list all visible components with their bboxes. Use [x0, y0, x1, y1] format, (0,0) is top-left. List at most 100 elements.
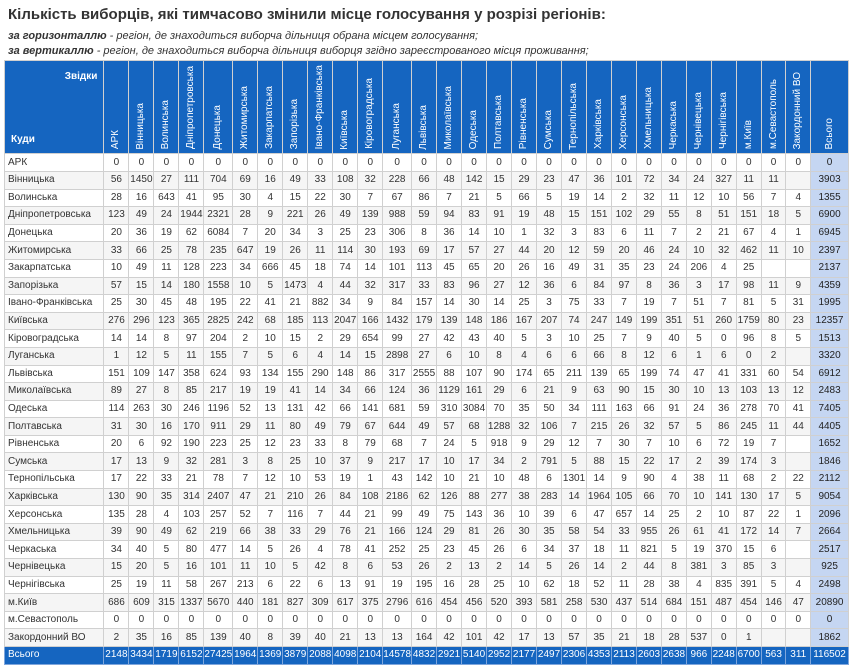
table-cell: 44 — [785, 417, 812, 436]
table-cell: 2148 — [103, 646, 130, 665]
table-row: Черкаська 34 40 5 80 477 14 5 26 4 78 41 252 25 23 45 26… — [3, 540, 849, 560]
table-cell: 32 — [536, 223, 563, 243]
table-cell: 9 — [561, 382, 588, 401]
table-cell: 130 — [103, 487, 130, 507]
table-cell: 283 — [536, 487, 563, 507]
table-cell: 1 — [785, 223, 812, 243]
table-cell: 7 — [357, 188, 384, 208]
column-header: Дніпропетровська — [178, 59, 205, 155]
table-cell: 3 — [710, 558, 737, 577]
table-cell: 1558 — [203, 276, 234, 296]
table-cell: 14 — [103, 329, 130, 348]
table-cell: 0 — [760, 610, 787, 630]
table-cell: 9 — [153, 452, 180, 472]
table-cell: 281 — [203, 452, 234, 472]
table-cell: 228 — [382, 170, 413, 190]
table-cell: 67 — [382, 188, 413, 208]
table-cell — [760, 628, 787, 647]
table-cell: 66 — [411, 170, 438, 190]
table-cell: 7 — [661, 223, 687, 243]
table-cell: 0 — [810, 153, 849, 172]
table-cell: 79 — [357, 434, 384, 454]
table-cell: 10 — [486, 470, 513, 489]
table-cell: 30 — [153, 399, 180, 419]
table-cell: 131 — [282, 399, 309, 419]
table-cell: 704 — [203, 170, 234, 190]
table-cell: 0 — [203, 153, 234, 172]
table-cell: 8 — [686, 206, 712, 225]
page-title: Кількість виборців, які тимчасово змінил… — [8, 6, 606, 23]
column-header: Полтавська — [486, 59, 513, 155]
table-cell: 13 — [536, 628, 563, 647]
table-cell: 5 — [686, 329, 712, 348]
table-cell: 172 — [735, 522, 762, 542]
column-header-label: Миколаївська — [443, 85, 455, 150]
table-cell: 276 — [103, 311, 130, 331]
table-cell: 62 — [178, 223, 205, 243]
table-cell: 35 — [586, 628, 613, 647]
table-cell: 12 — [561, 434, 588, 454]
table-cell: 11 — [710, 470, 737, 489]
table-cell: 5 — [257, 540, 284, 560]
table-cell: 108 — [332, 170, 359, 190]
table-cell: 37 — [561, 540, 588, 560]
table-cell: 29 — [307, 522, 334, 542]
table-cell: 10 — [436, 452, 463, 472]
table-cell: 42 — [436, 329, 463, 348]
table-cell: 277 — [486, 487, 513, 507]
table-cell: 14578 — [382, 646, 413, 665]
table-cell: 26 — [411, 558, 438, 577]
table-cell: 8 — [760, 329, 787, 348]
table-cell: 6 — [760, 540, 787, 560]
table-cell: 52 — [232, 505, 259, 524]
table-cell: 0 — [178, 610, 205, 630]
table-cell: 0 — [282, 153, 309, 172]
table-cell: 0 — [611, 153, 637, 172]
table-cell: 19 — [332, 470, 359, 489]
table-cell: 563 — [760, 646, 787, 665]
table-cell: 36 — [536, 276, 563, 296]
table-cell: 0 — [735, 346, 762, 366]
table-cell: 246 — [178, 399, 205, 419]
table-cell: 70 — [486, 399, 513, 419]
table-cell: 20890 — [810, 593, 849, 612]
table-cell: 10 — [661, 434, 687, 454]
table-cell: 75 — [561, 294, 588, 313]
row-label: Закордонний ВО — [3, 628, 105, 647]
table-cell: 86 — [357, 364, 384, 384]
table-row: Вінницька 56 1450 27 111 704 69 16 49 33 108 32 228 6… — [3, 170, 849, 190]
table-cell: 66 — [636, 487, 662, 507]
table-cell: 21 — [357, 505, 384, 524]
table-cell: 616 — [411, 593, 438, 612]
table-cell: 10 — [282, 470, 309, 489]
table-cell: 0 — [536, 610, 563, 630]
table-cell: 36 — [586, 170, 613, 190]
column-header: Донецька — [203, 59, 234, 155]
table-cell: 27 — [486, 241, 513, 260]
table-cell: 217 — [203, 382, 234, 401]
table-cell: 0 — [661, 610, 687, 630]
table-cell: 48 — [436, 170, 463, 190]
table-cell: 69 — [232, 170, 259, 190]
table-cell: 99 — [382, 505, 413, 524]
table-cell: 1719 — [153, 646, 180, 665]
table-cell: 18 — [636, 628, 662, 647]
table-cell: 6900 — [810, 206, 849, 225]
table-cell: 4098 — [332, 646, 359, 665]
table-cell: 245 — [735, 417, 762, 436]
table-cell: 25 — [735, 258, 762, 278]
column-header: Закордонний ВО — [785, 59, 812, 155]
table-cell: 0 — [257, 610, 284, 630]
table-cell: 111 — [178, 170, 205, 190]
table-cell: 4 — [511, 346, 538, 366]
table-cell: 17 — [511, 628, 538, 647]
table-cell: 40 — [128, 540, 155, 560]
table-cell: 16 — [153, 628, 180, 647]
table-cell: 151 — [735, 206, 762, 225]
column-header-label: Житомирська — [239, 86, 251, 150]
table-cell: 6 — [561, 276, 588, 296]
table-cell: 3434 — [128, 646, 155, 665]
table-cell: 1759 — [735, 311, 762, 331]
table-row: Львівська 151 109 147 358 624 93 134 155 290 148 86… — [3, 364, 849, 384]
table-cell: 45 — [282, 258, 309, 278]
